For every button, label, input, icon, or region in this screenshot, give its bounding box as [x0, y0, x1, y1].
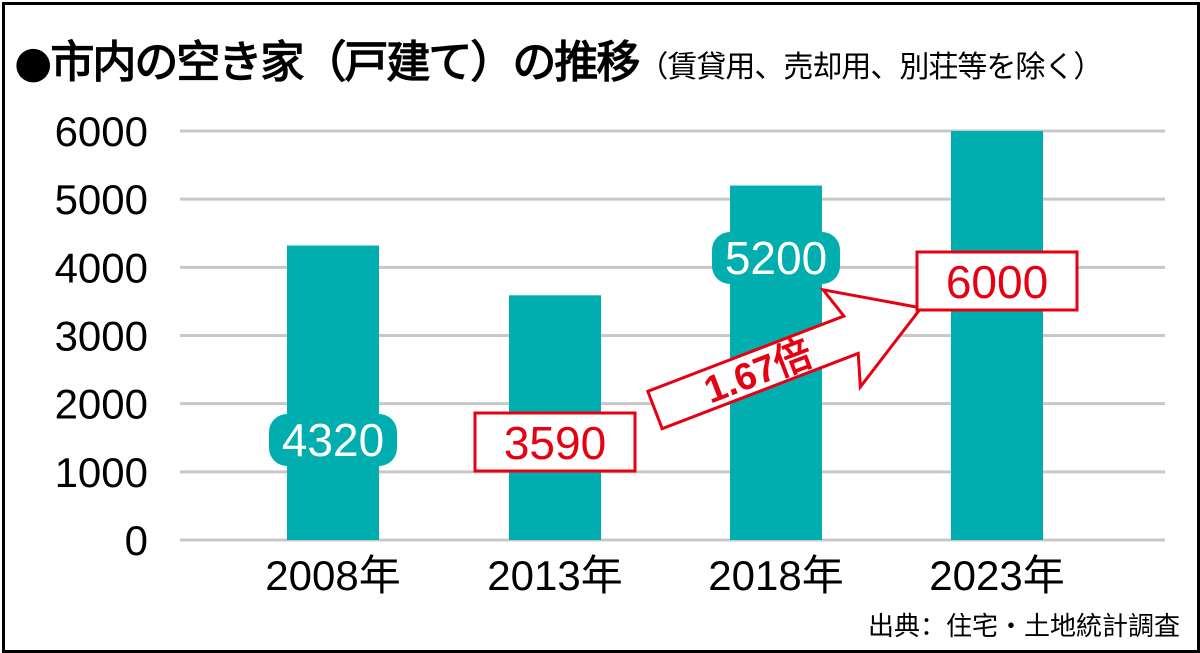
- source-note: 出典：住宅・土地統計調査: [867, 612, 1180, 642]
- title-subtitle: （賃貸用、売却用、別荘等を除く）: [638, 50, 1103, 85]
- arrow-shape: [645, 287, 924, 431]
- x-tick-label: 2018年: [708, 552, 843, 599]
- y-tick-label: 6000: [55, 108, 148, 155]
- data-label: 4320: [282, 414, 384, 466]
- data-label-badge: [269, 414, 397, 466]
- y-tick-label: 5000: [55, 176, 148, 223]
- data-label-box: [473, 411, 637, 473]
- x-tick-label: 2013年: [487, 552, 622, 599]
- data-label-badge: [712, 232, 840, 284]
- bar: [287, 245, 379, 540]
- data-label-box: [915, 250, 1079, 312]
- x-tick-label: 2023年: [929, 552, 1064, 599]
- y-tick-label: 4000: [55, 244, 148, 291]
- bar: [951, 131, 1043, 540]
- y-tick-label: 0: [125, 517, 148, 564]
- data-label: 5200: [725, 232, 827, 284]
- title-main: ●市内の空き家（戸建て）の推移: [14, 37, 640, 88]
- chart-title: ●市内の空き家（戸建て）の推移（賃貸用、売却用、別荘等を除く）: [14, 26, 1103, 90]
- y-tick-label: 2000: [55, 381, 148, 428]
- y-tick-label: 3000: [55, 313, 148, 360]
- data-label: 6000: [946, 256, 1048, 308]
- data-label: 3590: [504, 417, 606, 469]
- x-tick-label: 2008年: [265, 552, 400, 599]
- y-tick-label: 1000: [55, 449, 148, 496]
